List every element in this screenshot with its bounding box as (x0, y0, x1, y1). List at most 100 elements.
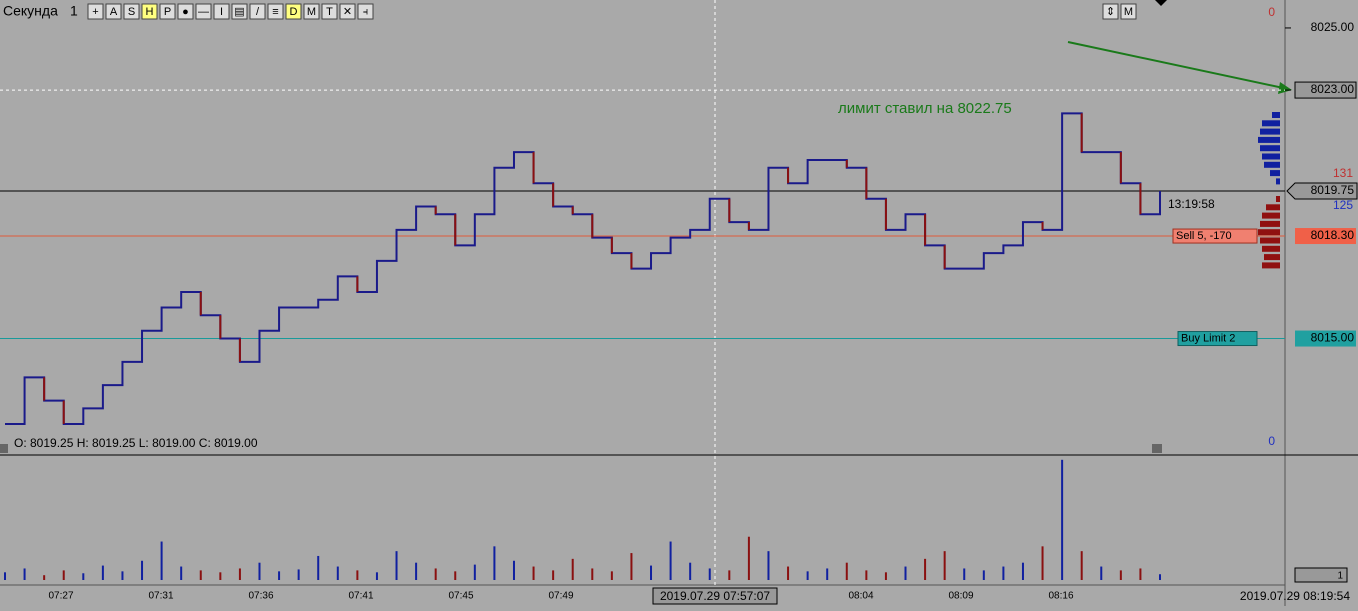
volume-bar (904, 566, 907, 580)
toolbar-button[interactable] (213, 3, 230, 20)
volume-bar (982, 570, 985, 580)
volume-bar (532, 566, 535, 580)
volume-bar (454, 571, 457, 580)
volume-bar (728, 570, 731, 580)
buy-order-text: Buy Limit 2 (1181, 332, 1235, 344)
volume-bar (473, 564, 476, 580)
toolbar-button[interactable] (159, 3, 176, 20)
toolbar-button[interactable] (1102, 3, 1119, 20)
toolbar-button-label: ≡ (272, 6, 278, 18)
volume-bar (219, 572, 222, 580)
ask-depth (1258, 136, 1280, 143)
volume-bar (62, 570, 65, 580)
toolbar-button-label: + (92, 6, 98, 18)
x-tick-label: 07:45 (448, 591, 473, 602)
volume-bar (238, 568, 241, 580)
toolbar-button-label: M (307, 6, 316, 18)
toolbar-button[interactable] (357, 3, 374, 20)
toolbar-button-label: ⇕ (1106, 6, 1115, 18)
toolbar-button-label: D (290, 6, 298, 18)
timeframe[interactable]: Секунда (3, 3, 58, 19)
volume-bar (493, 546, 496, 580)
ask-depth (1260, 145, 1280, 152)
price-box (1294, 81, 1357, 99)
volume-bar (1139, 568, 1142, 580)
toolbar-button-label: M (1124, 6, 1133, 18)
toolbar-button[interactable] (123, 3, 140, 20)
scroll[interactable] (0, 444, 8, 453)
volume-bar (963, 568, 966, 580)
toolbar-button[interactable] (231, 3, 248, 20)
volume-bar (806, 571, 809, 580)
volume-bar (650, 565, 653, 580)
volume-bar (708, 568, 711, 580)
toolbar-button-label: — (198, 6, 209, 18)
bid-depth (1258, 229, 1280, 236)
bid-depth (1260, 220, 1280, 227)
sell-order-text: Sell 5, -170 (1176, 230, 1232, 242)
ask-depth (1270, 170, 1280, 177)
volume-bar (121, 571, 124, 580)
period[interactable]: 1 (70, 3, 78, 19)
volume-bar (689, 562, 692, 580)
scroll[interactable] (1152, 444, 1162, 453)
ask-depth (1262, 153, 1280, 160)
toolbar-button[interactable] (1120, 3, 1137, 20)
toolbar-button[interactable] (285, 3, 302, 20)
toolbar-button[interactable] (249, 3, 266, 20)
sell-order-tag[interactable] (1172, 228, 1258, 244)
volume-bar (43, 575, 46, 580)
volume-bar (571, 558, 574, 580)
volume-tick: 1 (1337, 571, 1343, 582)
volume-bar (512, 560, 515, 580)
volume-bar (434, 568, 437, 580)
toolbar-button[interactable] (339, 3, 356, 20)
bid-depth (1266, 204, 1280, 211)
toolbar-button-label: H (146, 6, 154, 18)
x-tick-label: 07:27 (48, 591, 73, 602)
volume-bar (1061, 459, 1064, 580)
volume-bar (845, 562, 848, 580)
toolbar-button[interactable] (87, 3, 104, 20)
toolbar-button-label: S (128, 6, 135, 18)
x-tick-label: 07:31 (148, 591, 173, 602)
volume-bar (336, 566, 339, 580)
toolbar-button[interactable] (177, 3, 194, 20)
volume-bar (23, 568, 26, 580)
volume-bar (1159, 574, 1161, 580)
counter-bid: 125 (1333, 198, 1353, 212)
volume-bar (199, 570, 202, 580)
volume-bar (82, 573, 85, 580)
toolbar-button[interactable] (303, 3, 320, 20)
buy-price-label: 8015.00 (1311, 331, 1355, 345)
volume-bar (180, 566, 183, 580)
volume-bar (591, 568, 594, 580)
volume-tick-box (1294, 567, 1348, 583)
toolbar-button-label: A (110, 6, 118, 18)
last-price-box (1286, 182, 1358, 200)
ohlc: O: 8019.25 H: 8019.25 L: 8019.00 C: 8019… (14, 436, 258, 450)
arrow (1067, 41, 1289, 90)
toolbar-button[interactable] (195, 3, 212, 20)
toolbar-button-label: ● (182, 6, 189, 18)
toolbar-button[interactable] (267, 3, 284, 20)
toolbar-button-label: / (256, 6, 260, 18)
buy-order-tag[interactable] (1177, 331, 1258, 347)
annotation: лимит ставил на 8022.75 (838, 100, 1012, 117)
toolbar-button-label: ▤ (234, 6, 244, 18)
toolbar-button[interactable] (105, 3, 122, 20)
volume-bar (884, 572, 887, 580)
volume-bar (1100, 566, 1103, 580)
bid-depth (1262, 245, 1280, 252)
x-tick-label: 07:49 (548, 591, 573, 602)
volume-bar (747, 536, 750, 580)
toolbar-button[interactable] (321, 3, 338, 20)
counter: 0 (1268, 434, 1275, 448)
toolbar-button[interactable] (141, 3, 158, 20)
volume-bar (297, 569, 300, 580)
volume-bar (4, 572, 6, 580)
sell-price-box (1295, 228, 1356, 245)
volume-bar (669, 541, 672, 580)
